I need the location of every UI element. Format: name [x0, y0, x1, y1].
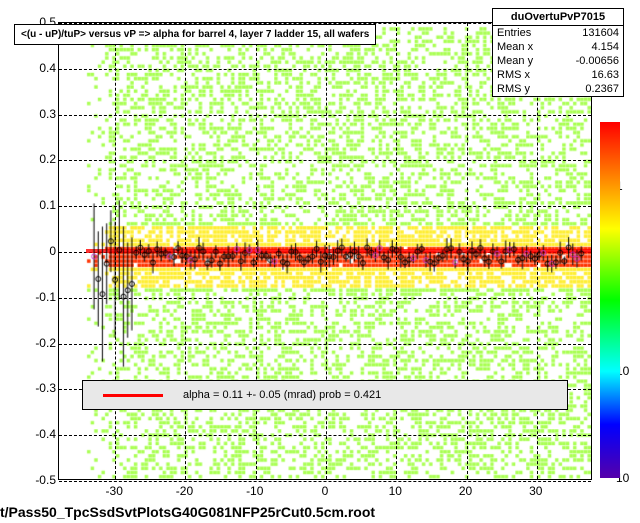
- x-tick-label: 10: [389, 484, 402, 498]
- stats-meanx-val: 4.154: [591, 41, 619, 53]
- x-tick-label: 30: [529, 484, 542, 498]
- stats-entries-val: 131604: [582, 27, 619, 39]
- stats-meany-val: -0.00656: [576, 55, 619, 67]
- x-tick-label: 20: [459, 484, 472, 498]
- stats-meanx-label: Mean x: [497, 41, 533, 53]
- stats-meany: Mean y -0.00656: [493, 54, 623, 68]
- x-tick-label: -10: [246, 484, 263, 498]
- x-tick-label: -30: [106, 484, 123, 498]
- stats-header: duOvertuPvP7015: [493, 9, 623, 26]
- y-tick-label: 0.2: [39, 152, 56, 166]
- stats-meanx: Mean x 4.154: [493, 40, 623, 54]
- stats-box: duOvertuPvP7015 Entries 131604 Mean x 4.…: [492, 8, 624, 97]
- stats-rmsy-label: RMS y: [497, 83, 530, 95]
- colorbar: [600, 122, 620, 478]
- fit-legend: alpha = 0.11 +- 0.05 (mrad) prob = 0.421: [82, 380, 568, 410]
- y-tick-label: -0.4: [35, 427, 56, 441]
- stats-rmsx-label: RMS x: [497, 69, 530, 81]
- y-tick-label: 0: [49, 244, 56, 258]
- stats-rmsx: RMS x 16.63: [493, 68, 623, 82]
- y-tick-label: 0.4: [39, 61, 56, 75]
- y-tick-label: -0.5: [35, 473, 56, 487]
- y-tick-label: -0.3: [35, 381, 56, 395]
- file-caption: t/Pass50_TpcSsdSvtPlotsG40G081NFP25rCut0…: [0, 504, 375, 520]
- stats-rmsx-val: 16.63: [591, 69, 619, 81]
- y-tick-label: 0.3: [39, 107, 56, 121]
- stats-rmsy: RMS y 0.2367: [493, 82, 623, 96]
- y-tick-label: 0.1: [39, 198, 56, 212]
- stats-rmsy-val: 0.2367: [585, 83, 619, 95]
- fit-legend-text: alpha = 0.11 +- 0.05 (mrad) prob = 0.421: [183, 389, 381, 401]
- y-tick-label: -0.2: [35, 336, 56, 350]
- stats-meany-label: Mean y: [497, 55, 533, 67]
- fit-legend-line: [103, 394, 163, 397]
- stats-entries: Entries 131604: [493, 26, 623, 40]
- y-tick-label: -0.1: [35, 290, 56, 304]
- x-tick-label: 0: [322, 484, 329, 498]
- plot-title: <(u - uP)/tuP> versus vP => alpha for ba…: [14, 24, 376, 45]
- x-tick-label: -20: [176, 484, 193, 498]
- stats-entries-label: Entries: [497, 27, 531, 39]
